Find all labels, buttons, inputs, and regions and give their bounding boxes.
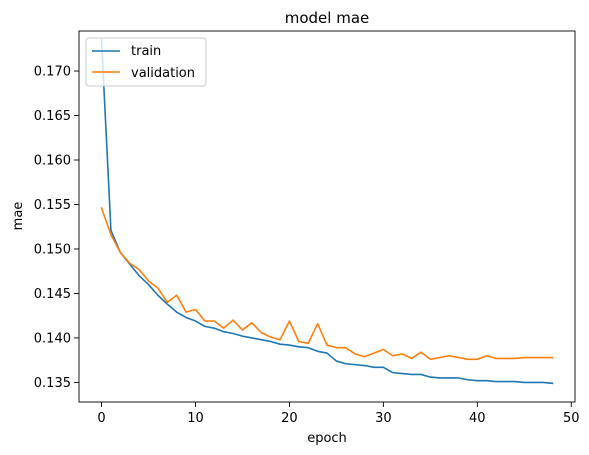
legend-label-train: train: [131, 44, 161, 59]
y-tick-label: 0.165: [34, 109, 71, 124]
x-axis-label: epoch: [307, 431, 347, 446]
y-tick-label: 0.135: [34, 376, 71, 391]
chart-title: model mae: [285, 9, 370, 27]
legend-label-validation: validation: [131, 66, 195, 81]
y-tick-label: 0.150: [34, 242, 71, 257]
y-tick-label: 0.140: [34, 331, 71, 346]
y-tick-label: 0.160: [34, 154, 71, 169]
x-tick-label: 40: [469, 411, 486, 426]
y-tick-label: 0.170: [34, 65, 71, 80]
x-tick-label: 20: [281, 411, 298, 426]
x-tick-label: 10: [187, 411, 204, 426]
series-line-train: [100, 39, 554, 385]
legend: train validation: [85, 37, 207, 87]
x-tick-label: 50: [563, 411, 580, 426]
x-tick-label: 0: [97, 411, 105, 426]
y-tick-label: 0.155: [34, 198, 71, 213]
x-tick-label: 30: [375, 411, 392, 426]
series-line-validation: [100, 207, 554, 361]
y-tick-label: 0.145: [34, 287, 71, 302]
y-axis-label: mae: [11, 202, 26, 231]
plot-frame: [78, 30, 576, 403]
legend-box: [85, 37, 207, 87]
